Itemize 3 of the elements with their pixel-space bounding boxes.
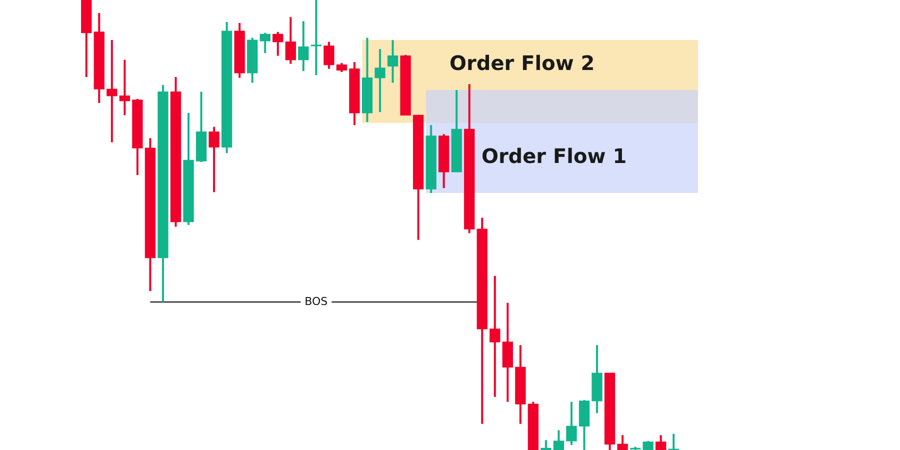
band-label: Order Flow 1 (481, 144, 627, 168)
ref-line-label: BOS (304, 294, 328, 308)
band-label: Order Flow 2 (450, 51, 595, 76)
